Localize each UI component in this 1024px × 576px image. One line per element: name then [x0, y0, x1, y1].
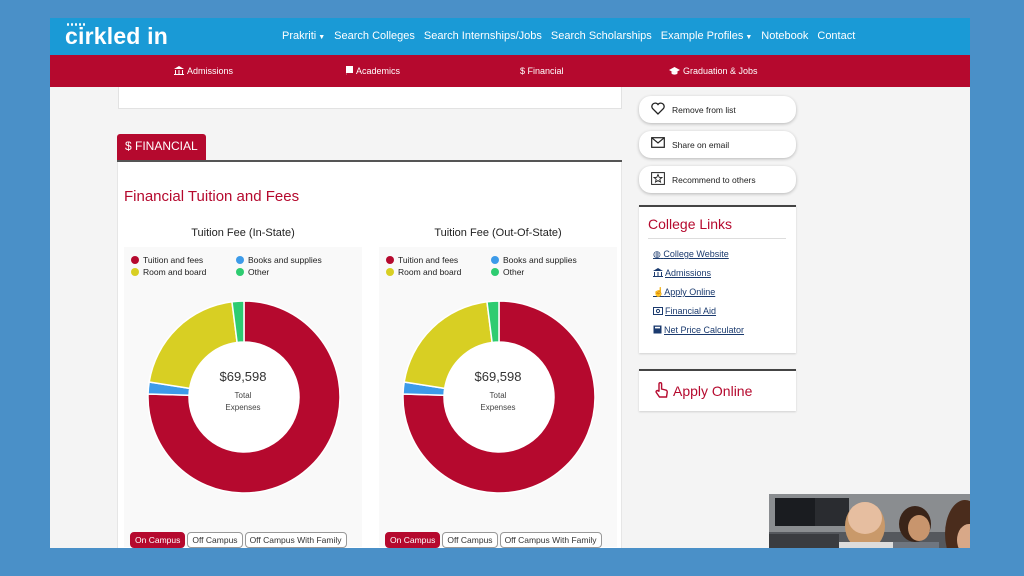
logo-dots	[67, 23, 85, 27]
legend-swatch	[386, 256, 394, 264]
donut-hole	[444, 342, 554, 452]
off-campus-family-button[interactable]: Off Campus With Family	[244, 532, 347, 548]
legend-books[interactable]: Books and supplies	[491, 255, 577, 265]
remove-from-list-button[interactable]: Remove from list	[639, 96, 796, 123]
financial-aid-link[interactable]: Financial Aid	[653, 306, 716, 316]
money-icon	[653, 307, 663, 315]
legend-other[interactable]: Other	[491, 267, 524, 277]
video-overlay[interactable]	[769, 494, 970, 548]
recommend-button[interactable]: Recommend to others	[639, 166, 796, 193]
envelope-icon	[651, 137, 665, 148]
book-icon	[346, 66, 353, 75]
donut-chart[interactable]	[402, 300, 596, 494]
expenses-label: Expenses	[225, 403, 261, 412]
net-price-calculator-link[interactable]: Net Price Calculator	[653, 325, 744, 335]
out-of-state-chart: Tuition Fee (Out-Of-State) Tuition and f…	[379, 224, 617, 548]
tab-divider	[117, 160, 622, 162]
top-navbar: cirkled in Prakriti ▼ Search Colleges Sea…	[50, 18, 970, 55]
apply-online-label: Apply Online	[673, 383, 753, 399]
legend-tuition[interactable]: Tuition and fees	[386, 255, 458, 265]
legend-books[interactable]: Books and supplies	[236, 255, 322, 265]
graduation-cap-icon	[669, 67, 680, 75]
total-label: Total	[234, 391, 252, 400]
donut-hole	[189, 342, 299, 452]
section-subnav: Admissions Academics $ Financial Graduat…	[50, 55, 970, 87]
on-campus-button[interactable]: On Campus	[385, 532, 441, 548]
legend-swatch	[131, 268, 139, 276]
donut-chart[interactable]	[147, 300, 341, 494]
off-campus-button[interactable]: Off Campus	[187, 532, 243, 548]
nav-contact[interactable]: Contact	[817, 30, 856, 42]
apply-online-card[interactable]: Apply Online	[639, 369, 796, 411]
star-icon	[651, 172, 665, 185]
housing-toggle: On Campus Off Campus Off Campus With Fam…	[130, 532, 347, 548]
legend-tuition[interactable]: Tuition and fees	[131, 255, 203, 265]
heart-icon	[651, 102, 665, 115]
college-links-title: College Links	[648, 216, 733, 232]
financial-tab[interactable]: $ FINANCIAL	[117, 134, 206, 161]
legend-room[interactable]: Room and board	[386, 267, 461, 277]
legend-swatch	[491, 256, 499, 264]
chart-title: Tuition Fee (In-State)	[191, 227, 295, 239]
nav-example-profiles[interactable]: Example Profiles ▼	[660, 30, 753, 42]
admissions-link[interactable]: Admissions	[653, 268, 711, 278]
subnav-financial[interactable]: $ Financial	[520, 66, 564, 76]
legend-room[interactable]: Room and board	[131, 267, 206, 277]
nav-search-colleges[interactable]: Search Colleges	[334, 30, 415, 42]
globe-icon: ◍	[653, 249, 661, 259]
calculator-icon	[653, 325, 662, 334]
total-label: Total	[489, 391, 507, 400]
nav-search-scholarships[interactable]: Search Scholarships	[550, 30, 652, 42]
expenses-label: Expenses	[480, 403, 516, 412]
legend-swatch	[236, 268, 244, 276]
hand-pointer-icon	[655, 382, 668, 398]
nav-profile-menu[interactable]: Prakriti ▼	[282, 30, 326, 42]
previous-section-card	[118, 87, 622, 109]
divider	[648, 238, 786, 239]
browser-page: cirkled in Prakriti ▼ Search Colleges Sea…	[50, 18, 970, 548]
total-amount: $69,598	[219, 369, 267, 384]
caret-down-icon: ▼	[318, 34, 326, 41]
subnav-academics[interactable]: Academics	[345, 66, 400, 76]
college-links-card: College Links ◍ College Website Admissio…	[639, 205, 796, 353]
off-campus-family-button[interactable]: Off Campus With Family	[499, 532, 602, 548]
subnav-admissions[interactable]: Admissions	[174, 66, 233, 76]
chart-area: Tuition and fees Books and supplies Room…	[124, 247, 362, 548]
caret-down-icon: ▼	[745, 34, 753, 41]
financial-panel: Financial Tuition and Fees Tuition Fee (…	[117, 162, 622, 548]
legend-swatch	[131, 256, 139, 264]
in-state-chart: Tuition Fee (In-State) Tuition and fees …	[124, 224, 362, 548]
legend-other[interactable]: Other	[236, 267, 269, 277]
site-logo[interactable]: cirkled in	[65, 23, 168, 49]
chart-area: Tuition and fees Books and supplies Room…	[379, 247, 617, 548]
apply-online-link[interactable]: ☝Apply Online	[653, 287, 716, 297]
college-website-link[interactable]: ◍ College Website	[653, 249, 729, 259]
bank-icon	[174, 66, 184, 75]
off-campus-button[interactable]: Off Campus	[442, 532, 498, 548]
share-email-button[interactable]: Share on email	[639, 131, 796, 158]
total-amount: $69,598	[474, 369, 522, 384]
dollar-icon: $	[520, 66, 528, 76]
on-campus-button[interactable]: On Campus	[130, 532, 186, 548]
legend-swatch	[491, 268, 499, 276]
legend-swatch	[236, 256, 244, 264]
hand-pointer-icon: ☝	[653, 287, 665, 297]
legend-swatch	[386, 268, 394, 276]
nav-notebook[interactable]: Notebook	[761, 30, 809, 42]
subnav-graduation[interactable]: Graduation & Jobs	[669, 66, 758, 76]
main-nav: Prakriti ▼ Search Colleges Search Interns…	[282, 30, 855, 42]
financial-section-title: Financial Tuition and Fees	[124, 188, 300, 205]
chart-title: Tuition Fee (Out-Of-State)	[434, 227, 562, 239]
nav-search-internships[interactable]: Search Internships/Jobs	[423, 30, 542, 42]
video-thumbnail	[769, 494, 970, 548]
bank-icon	[653, 268, 663, 277]
housing-toggle: On Campus Off Campus Off Campus With Fam…	[385, 532, 602, 548]
